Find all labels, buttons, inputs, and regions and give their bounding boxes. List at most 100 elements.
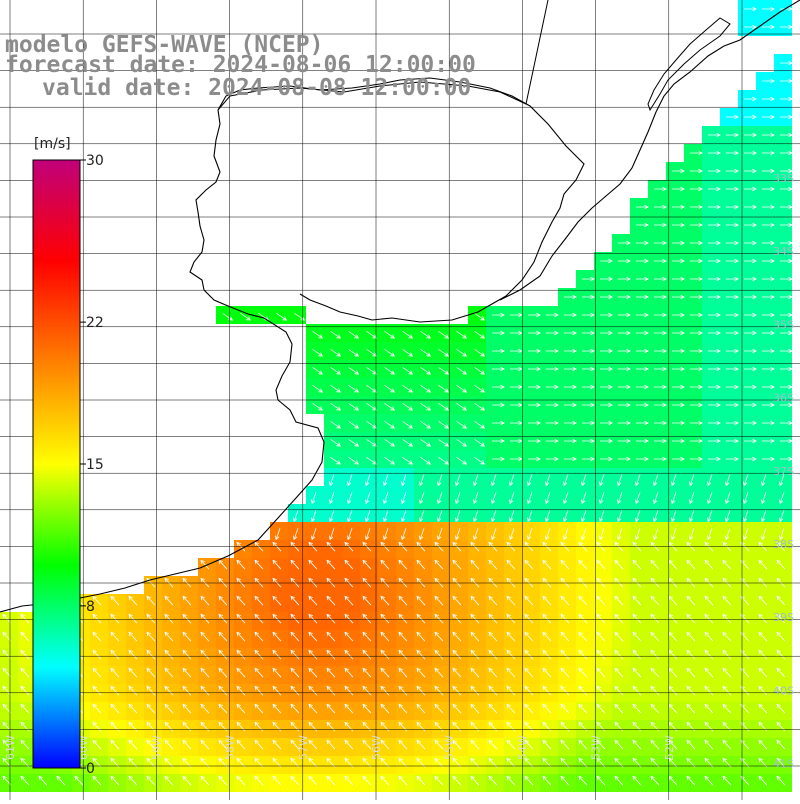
wind-arrow: [600, 258, 613, 264]
wind-arrow: [726, 186, 739, 192]
wind-arrow: [686, 595, 696, 606]
wind-arrow: [492, 348, 505, 354]
wind-arrow: [474, 348, 486, 357]
wind-arrow: [528, 330, 541, 336]
wind-arrow: [780, 222, 793, 228]
wind-arrow: [708, 276, 721, 282]
wind-arrow: [437, 492, 443, 505]
wind-arrow: [743, 528, 749, 541]
wind-arrow: [308, 703, 318, 714]
wind-arrow: [563, 510, 569, 523]
wind-arrow: [347, 492, 353, 505]
wind-arrow: [128, 631, 138, 642]
wind-arrow: [542, 559, 552, 570]
wind-arrow: [545, 492, 551, 505]
wind-arrow: [564, 456, 577, 462]
wind-arrow: [506, 757, 516, 768]
wind-arrow: [726, 276, 739, 282]
wind-arrow: [708, 204, 721, 210]
wind-arrow: [473, 528, 479, 541]
wind-arrow: [380, 703, 390, 714]
wind-arrow: [380, 649, 390, 660]
wind-arrow: [348, 384, 360, 393]
wind-arrow: [618, 240, 631, 246]
wind-arrow: [780, 348, 793, 354]
wind-arrow: [636, 312, 649, 318]
wind-arrow: [380, 721, 390, 732]
wind-arrow: [650, 631, 660, 642]
wind-arrow: [474, 402, 486, 411]
wind-arrow: [330, 456, 342, 465]
wind-arrow: [632, 649, 642, 660]
wind-arrow: [438, 330, 450, 339]
wind-arrow: [740, 757, 750, 768]
wind-arrow: [690, 222, 703, 228]
wind-arrow: [761, 528, 767, 541]
wind-arrow: [599, 492, 605, 505]
wind-arrow: [326, 739, 336, 750]
wind-arrow: [293, 528, 299, 541]
wind-arrow: [438, 384, 450, 393]
wind-arrow: [636, 348, 649, 354]
wind-arrow: [582, 402, 595, 408]
wind-arrow: [347, 474, 353, 487]
wind-arrow: [690, 330, 703, 336]
wind-arrow: [419, 474, 425, 487]
wind-arrow: [776, 757, 786, 768]
wind-arrow: [452, 739, 462, 750]
wind-arrow: [524, 667, 534, 678]
wind-arrow: [600, 276, 613, 282]
wind-arrow: [420, 402, 432, 411]
wind-arrow: [290, 757, 300, 768]
wind-arrow: [722, 775, 732, 786]
wind-arrow: [437, 528, 443, 541]
wind-arrow: [740, 649, 750, 660]
wind-arrow: [506, 613, 516, 624]
wind-arrow: [776, 775, 786, 786]
wind-arrow: [722, 721, 732, 732]
wind-arrow: [384, 456, 396, 465]
wind-arrow: [780, 456, 793, 462]
wind-arrow: [92, 685, 102, 696]
wind-arrow: [308, 685, 318, 696]
latitude-label: 35S: [773, 318, 794, 331]
wind-arrow: [650, 739, 660, 750]
wind-arrow: [326, 703, 336, 714]
wind-arrow: [419, 492, 425, 505]
wind-arrow: [437, 510, 443, 523]
wind-arrow: [650, 721, 660, 732]
wind-arrow: [599, 510, 605, 523]
wind-arrow: [722, 667, 732, 678]
wind-arrow: [272, 667, 282, 678]
wind-arrow: [614, 631, 624, 642]
wind-arrow: [110, 685, 120, 696]
wind-arrow: [488, 685, 498, 696]
wind-arrow: [686, 631, 696, 642]
wind-arrow: [780, 312, 793, 318]
wind-arrow: [365, 474, 371, 487]
wind-arrow: [434, 703, 444, 714]
wind-arrow: [762, 6, 775, 12]
wind-arrow: [686, 703, 696, 714]
wind-arrow: [218, 721, 228, 732]
wind-arrow: [654, 222, 667, 228]
wind-arrow: [722, 757, 732, 768]
wind-arrow: [725, 492, 731, 505]
wind-arrow: [218, 703, 228, 714]
wind-arrow: [218, 685, 228, 696]
wind-arrow: [308, 757, 318, 768]
wind-arrow: [420, 330, 432, 339]
wind-arrow: [470, 631, 480, 642]
wind-arrow: [690, 204, 703, 210]
wind-arrow: [380, 541, 390, 552]
wind-arrow: [596, 613, 606, 624]
wind-arrow: [290, 613, 300, 624]
wind-arrow: [582, 384, 595, 390]
wind-arrow: [362, 739, 372, 750]
wind-arrow: [110, 631, 120, 642]
wind-arrow: [707, 528, 713, 541]
wind-arrow: [524, 757, 534, 768]
wind-arrow: [542, 685, 552, 696]
wind-arrow: [632, 613, 642, 624]
wind-arrow: [617, 528, 623, 541]
